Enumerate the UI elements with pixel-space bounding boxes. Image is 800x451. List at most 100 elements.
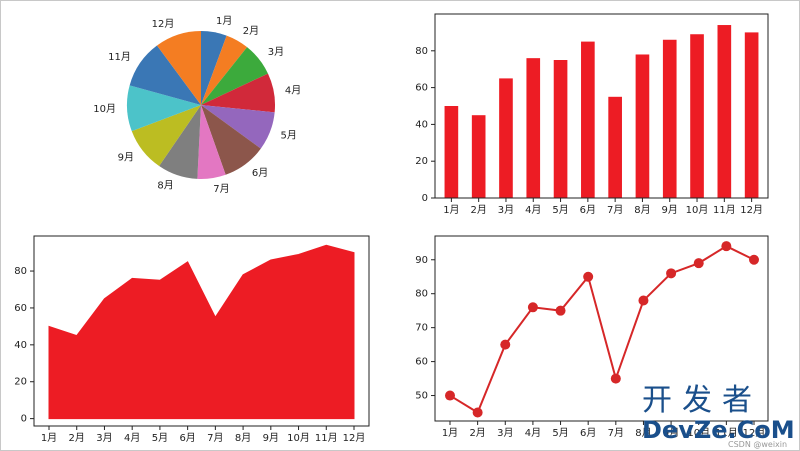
line-xtick-label-3: 4月 bbox=[525, 427, 541, 439]
bar-xtick-label-10: 11月 bbox=[713, 204, 736, 216]
pie-slice-4 bbox=[201, 73, 276, 113]
line-xtick-label-5: 6月 bbox=[580, 427, 596, 439]
line-xtick-label-10: 11月 bbox=[715, 427, 738, 439]
line-xtick-label-6: 7月 bbox=[608, 427, 624, 439]
area-xtick-label-4: 5月 bbox=[152, 432, 168, 444]
bar-6 bbox=[581, 41, 595, 198]
line-xtick-label-9: 10月 bbox=[687, 427, 710, 439]
pie-label-6: 6月 bbox=[252, 167, 268, 179]
line-point-7 bbox=[610, 373, 621, 384]
line-point-11 bbox=[721, 241, 732, 252]
bar-11 bbox=[717, 25, 732, 198]
bar-xtick-label-2: 3月 bbox=[498, 204, 514, 216]
pie-slice-2 bbox=[201, 35, 248, 105]
line-point-4 bbox=[527, 302, 538, 313]
area-ytick-label-2: 40 bbox=[14, 340, 27, 351]
area-xtick-label-2: 3月 bbox=[96, 432, 112, 444]
watermark-line1: 开发者 bbox=[642, 383, 762, 418]
line-ytick-label-3: 80 bbox=[415, 289, 428, 300]
area-ytick-label-0: 0 bbox=[21, 414, 27, 425]
line-chart: 50 60 70 80 90 1月 2月 3月 4月 5月 6月 7月 8月 9月 10月 11月 12月 bbox=[415, 235, 769, 439]
line-point-3 bbox=[500, 339, 511, 350]
area-xtick-label-7: 8月 bbox=[235, 432, 251, 444]
pie-slice-11 bbox=[129, 45, 201, 105]
bar-5 bbox=[553, 60, 568, 198]
bar-ytick-label-4: 80 bbox=[415, 46, 428, 57]
pie-slice-1 bbox=[201, 30, 227, 105]
area-ytick-label-3: 60 bbox=[14, 303, 27, 314]
bar-xtick-label-3: 4月 bbox=[525, 204, 541, 216]
bar-chart: 0 20 40 60 80 1月 2月 3月 4月 5月 6月 7月 8月 9月 10月 11月 12月 bbox=[415, 13, 769, 216]
line-point-10 bbox=[693, 258, 704, 269]
line-ytick-label-2: 70 bbox=[415, 323, 428, 334]
pie-label-1: 1月 bbox=[216, 15, 232, 27]
pie-slice-10 bbox=[127, 85, 201, 132]
pie-label-10: 10月 bbox=[93, 103, 116, 115]
pie-slice-3 bbox=[201, 47, 268, 105]
bar-xtick-label-8: 9月 bbox=[662, 204, 678, 216]
area-chart: 0 20 40 60 80 1月 2月 3月 4月 5月 6月 7月 8月 9月 10月 11月 12月 bbox=[14, 235, 370, 444]
line-xtick-label-8: 9月 bbox=[663, 427, 679, 439]
bar-xtick-label-9: 10月 bbox=[686, 204, 709, 216]
bar-ytick-label-1: 20 bbox=[415, 156, 428, 167]
line-ytick-label-1: 60 bbox=[415, 357, 428, 368]
bar-xtick-label-1: 2月 bbox=[470, 204, 486, 216]
line-xtick-label-4: 5月 bbox=[552, 427, 568, 439]
watermark-line3: CSDN @weixin bbox=[728, 440, 787, 449]
area-ytick-label-4: 80 bbox=[14, 266, 27, 277]
bar-3 bbox=[499, 78, 513, 198]
bar-axes-frame bbox=[434, 13, 769, 199]
bar-9 bbox=[662, 39, 677, 199]
pie-label-5: 5月 bbox=[281, 129, 297, 141]
pie-label-9: 9月 bbox=[118, 152, 134, 164]
bar-xtick-label-5: 6月 bbox=[580, 204, 596, 216]
bar-xtick-label-7: 8月 bbox=[634, 204, 650, 216]
area-xtick-label-6: 7月 bbox=[207, 432, 223, 444]
line-point-2 bbox=[472, 407, 483, 418]
bar-4 bbox=[526, 58, 541, 198]
line-point-9 bbox=[666, 268, 677, 279]
bar-xtick-label-0: 1月 bbox=[443, 204, 459, 216]
pie-label-12: 12月 bbox=[152, 18, 175, 30]
area-fill bbox=[48, 244, 355, 420]
bar-xtick-label-4: 5月 bbox=[552, 204, 568, 216]
bar-xtick-label-6: 7月 bbox=[607, 204, 623, 216]
pie-label-8: 8月 bbox=[157, 180, 173, 192]
bar-8 bbox=[635, 54, 650, 199]
line-point-12 bbox=[749, 254, 759, 265]
pie-slice-5 bbox=[201, 105, 275, 149]
line-point-1 bbox=[445, 390, 455, 401]
area-xtick-label-10: 11月 bbox=[315, 432, 338, 444]
watermark-line2: DevZe.CoM bbox=[642, 416, 795, 444]
area-xtick-label-11: 12月 bbox=[343, 432, 366, 444]
line-series bbox=[449, 245, 755, 414]
pie-slice-8 bbox=[159, 105, 201, 179]
line-axes-frame bbox=[434, 235, 769, 422]
bar-10 bbox=[690, 34, 704, 198]
line-xtick-label-7: 8月 bbox=[635, 427, 651, 439]
area-xtick-label-9: 10月 bbox=[287, 432, 310, 444]
pie-label-3: 3月 bbox=[268, 46, 284, 58]
pie-label-2: 2月 bbox=[243, 25, 259, 37]
bar-ytick-label-3: 60 bbox=[415, 83, 428, 94]
bar-12 bbox=[744, 32, 759, 199]
pie-chart: 1月 2月 3月 4月 5月 6月 7月 8月 9月 10月 11月 12月 bbox=[93, 15, 301, 195]
area-xtick-label-0: 1月 bbox=[41, 432, 57, 444]
bar-xtick-label-11: 12月 bbox=[740, 204, 763, 216]
line-xtick-label-0: 1月 bbox=[442, 427, 458, 439]
line-ytick-label-4: 90 bbox=[415, 255, 428, 266]
pie-label-11: 11月 bbox=[108, 51, 131, 63]
line-point-6 bbox=[583, 271, 594, 282]
line-ytick-label-0: 50 bbox=[415, 391, 428, 402]
line-xtick-label-1: 2月 bbox=[469, 427, 485, 439]
pie-label-4: 4月 bbox=[285, 85, 301, 97]
area-xtick-label-1: 2月 bbox=[69, 432, 85, 444]
bar-2 bbox=[471, 115, 486, 198]
area-xtick-label-3: 4月 bbox=[124, 432, 140, 444]
pie-slice-12 bbox=[157, 31, 201, 105]
area-xtick-label-5: 6月 bbox=[179, 432, 195, 444]
watermark: 开发者 DevZe.CoM CSDN @weixin bbox=[642, 383, 795, 449]
bar-ytick-label-2: 40 bbox=[415, 119, 428, 130]
line-point-5 bbox=[555, 305, 566, 316]
